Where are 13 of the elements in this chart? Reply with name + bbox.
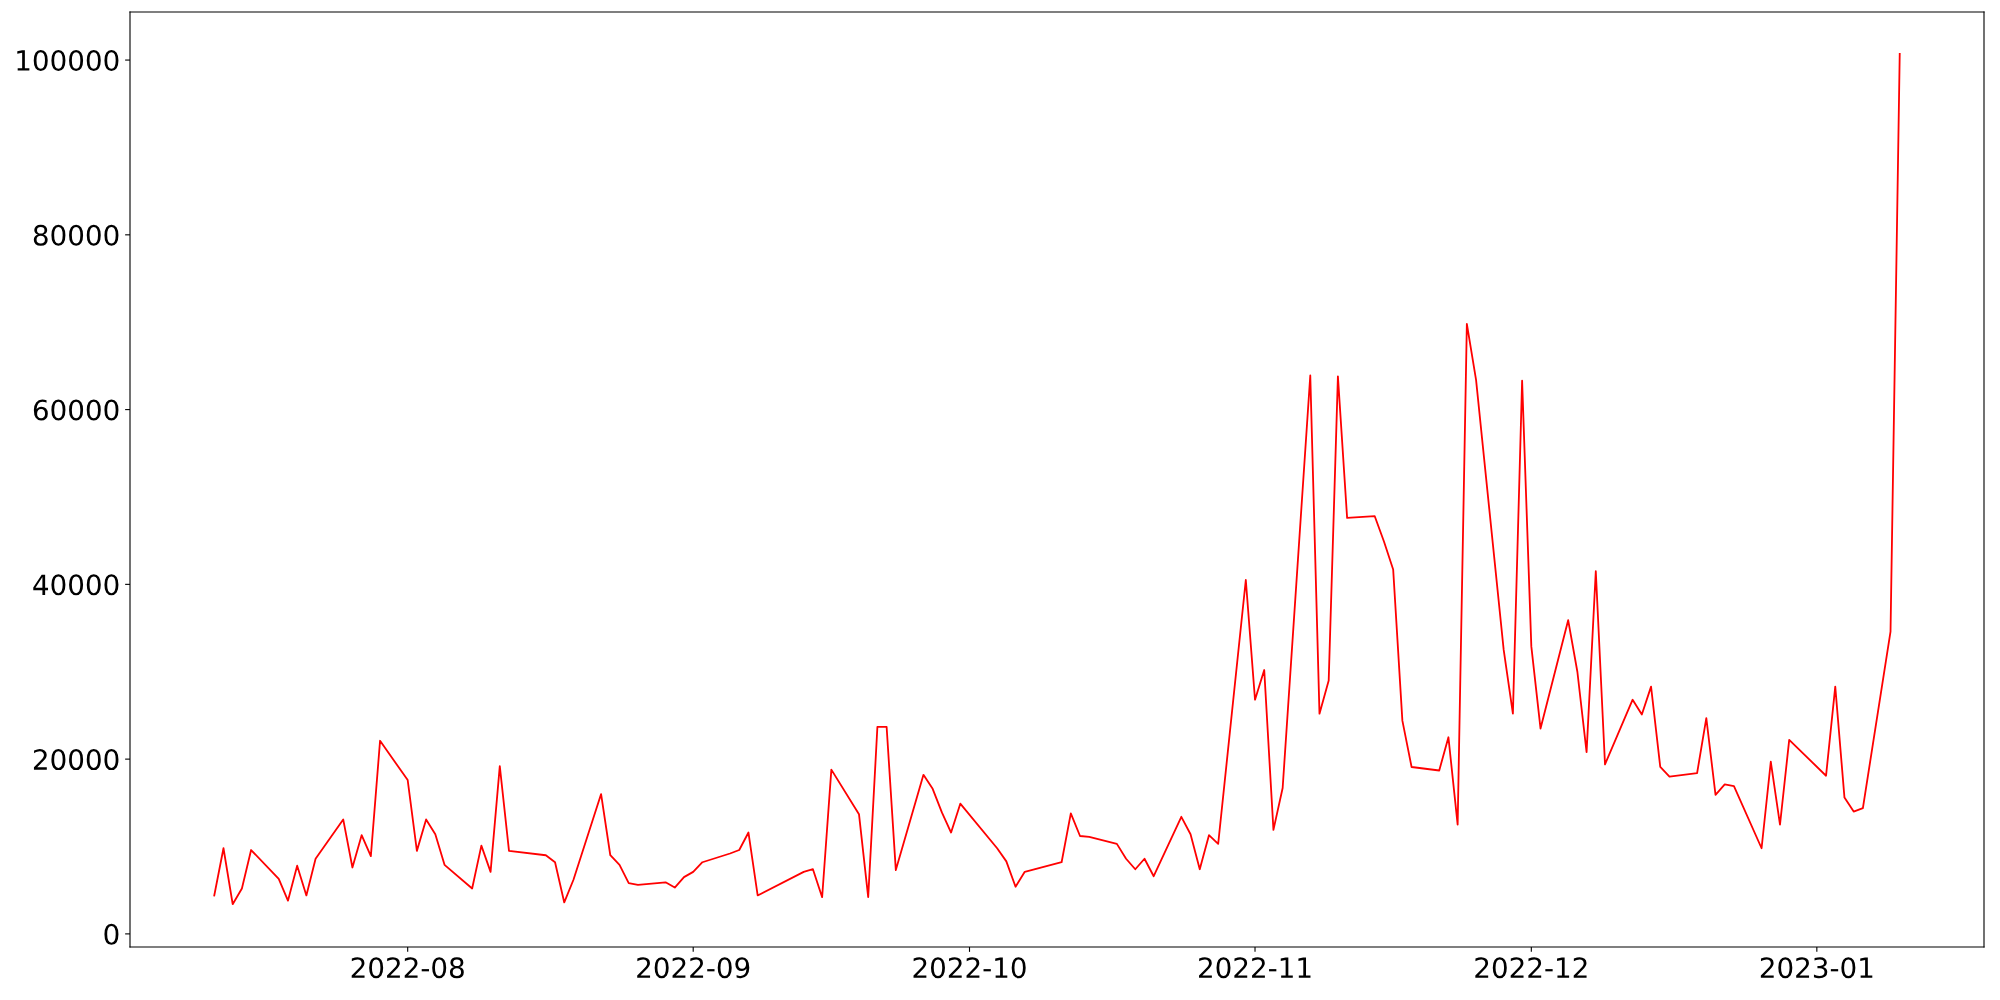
y-tick-label: 20000 <box>33 749 119 771</box>
y-tick-label: 100000 <box>17 50 119 72</box>
y-tick-label: 60000 <box>33 399 119 421</box>
x-tick-label: 2022-09 <box>637 957 750 979</box>
x-tick-label: 2022-08 <box>351 957 464 979</box>
x-tick-label: 2022-11 <box>1199 957 1311 979</box>
line-series <box>213 53 1901 906</box>
y-tick-label: 0 <box>104 923 119 945</box>
y-tick-label: 80000 <box>33 224 119 246</box>
x-tick-label: 2023-01 <box>1760 957 1873 979</box>
x-tick-label: 2022-10 <box>913 957 1026 979</box>
y-tick-label: 40000 <box>33 574 119 596</box>
x-tick-label: 2022-12 <box>1475 957 1587 979</box>
